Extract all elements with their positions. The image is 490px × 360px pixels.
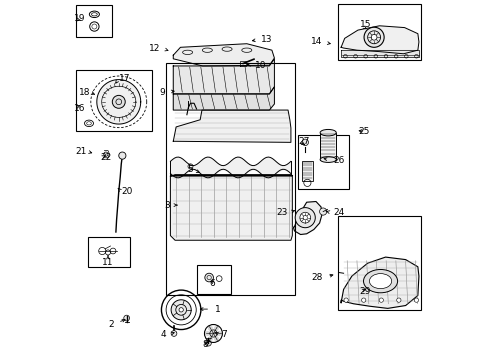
Circle shape bbox=[371, 35, 377, 40]
Bar bbox=[302, 161, 313, 181]
Bar bbox=[76, 5, 112, 37]
Circle shape bbox=[302, 139, 309, 145]
Text: 5: 5 bbox=[187, 165, 193, 174]
Bar bbox=[196, 265, 231, 294]
Text: 9: 9 bbox=[160, 87, 166, 96]
Text: 2: 2 bbox=[108, 320, 114, 329]
Text: 4: 4 bbox=[161, 330, 166, 339]
Circle shape bbox=[364, 27, 384, 47]
Text: 27: 27 bbox=[298, 137, 310, 146]
Text: 21: 21 bbox=[75, 147, 87, 156]
Circle shape bbox=[362, 298, 366, 302]
Circle shape bbox=[300, 212, 311, 223]
Text: 10: 10 bbox=[255, 61, 267, 70]
Polygon shape bbox=[294, 202, 322, 234]
Circle shape bbox=[161, 290, 201, 329]
Text: 28: 28 bbox=[312, 273, 323, 282]
Text: 6: 6 bbox=[209, 279, 215, 288]
Ellipse shape bbox=[320, 157, 336, 162]
Text: 19: 19 bbox=[74, 14, 85, 23]
Circle shape bbox=[124, 315, 129, 321]
Circle shape bbox=[414, 298, 418, 302]
Polygon shape bbox=[341, 50, 419, 57]
Polygon shape bbox=[173, 59, 274, 94]
Bar bbox=[338, 4, 421, 60]
Circle shape bbox=[171, 330, 177, 336]
Polygon shape bbox=[204, 332, 214, 336]
Polygon shape bbox=[173, 44, 274, 66]
Text: 1: 1 bbox=[215, 305, 220, 314]
Polygon shape bbox=[209, 326, 214, 333]
Polygon shape bbox=[173, 110, 291, 142]
Text: 8: 8 bbox=[203, 340, 208, 349]
Circle shape bbox=[104, 152, 108, 156]
Ellipse shape bbox=[320, 130, 336, 136]
Text: 26: 26 bbox=[333, 156, 344, 165]
Bar bbox=[298, 135, 349, 189]
Circle shape bbox=[112, 95, 125, 108]
Circle shape bbox=[205, 273, 214, 282]
Text: 7: 7 bbox=[221, 330, 227, 339]
Polygon shape bbox=[171, 175, 293, 240]
Text: 13: 13 bbox=[261, 35, 272, 44]
Bar bbox=[338, 216, 421, 310]
Text: 11: 11 bbox=[102, 258, 114, 267]
Polygon shape bbox=[341, 26, 419, 54]
Polygon shape bbox=[209, 333, 214, 341]
Circle shape bbox=[295, 208, 315, 228]
Text: 3: 3 bbox=[164, 201, 170, 210]
Polygon shape bbox=[341, 257, 419, 309]
Bar bbox=[320, 133, 337, 159]
Circle shape bbox=[397, 298, 401, 302]
Circle shape bbox=[319, 208, 327, 215]
Text: 17: 17 bbox=[119, 75, 130, 84]
Polygon shape bbox=[214, 332, 222, 336]
Circle shape bbox=[344, 298, 348, 302]
Bar bbox=[76, 69, 152, 131]
Circle shape bbox=[179, 308, 183, 312]
Text: 23: 23 bbox=[276, 208, 287, 217]
Ellipse shape bbox=[364, 270, 397, 293]
Circle shape bbox=[205, 340, 211, 346]
Polygon shape bbox=[214, 326, 218, 333]
Text: 25: 25 bbox=[358, 127, 370, 136]
Text: 20: 20 bbox=[122, 187, 133, 196]
Circle shape bbox=[379, 298, 383, 302]
Polygon shape bbox=[97, 80, 141, 124]
Text: 18: 18 bbox=[78, 87, 90, 96]
Text: 14: 14 bbox=[311, 37, 322, 46]
Text: 16: 16 bbox=[74, 104, 85, 113]
Text: 22: 22 bbox=[101, 153, 112, 162]
Ellipse shape bbox=[369, 274, 392, 289]
Polygon shape bbox=[173, 87, 274, 110]
Text: 24: 24 bbox=[333, 208, 344, 217]
Circle shape bbox=[171, 300, 191, 320]
Text: 29: 29 bbox=[359, 287, 370, 296]
Bar bbox=[166, 63, 295, 296]
Text: 12: 12 bbox=[149, 44, 161, 53]
Circle shape bbox=[119, 152, 126, 159]
Polygon shape bbox=[214, 333, 218, 341]
Text: 15: 15 bbox=[360, 19, 371, 28]
Bar bbox=[88, 237, 130, 267]
